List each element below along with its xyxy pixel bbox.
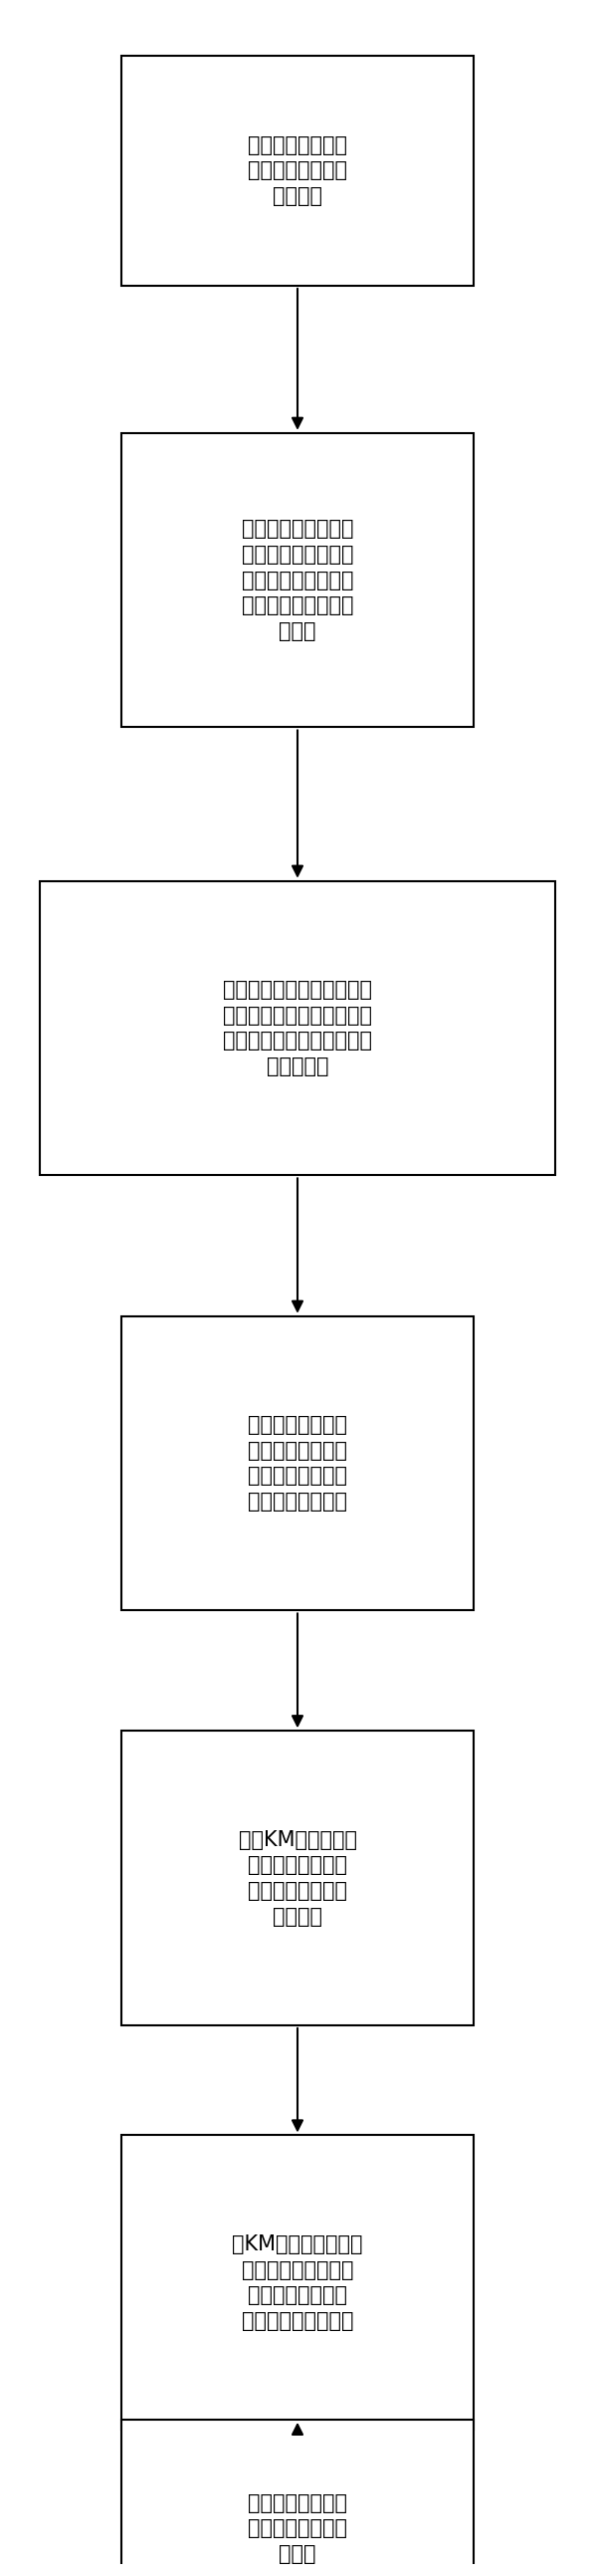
Text: 感知用户选择当前
感知用户感知的消
耗指数最小的感知
信道进行信息传输: 感知用户选择当前 感知用户感知的消 耗指数最小的感知 信道进行信息传输 bbox=[248, 1414, 347, 1512]
Text: 每个感知用户感知
所有未被主用户占
用的信道: 每个感知用户感知 所有未被主用户占 用的信道 bbox=[248, 134, 347, 206]
Text: 根据感知结果，得到
了每个感知用户使用
每个信道进行信息传
递的传输时延以及能
量消耗: 根据感知结果，得到 了每个感知用户使用 每个信道进行信息传 递的传输时延以及能 … bbox=[242, 520, 353, 641]
FancyBboxPatch shape bbox=[121, 54, 474, 286]
FancyBboxPatch shape bbox=[121, 2419, 474, 2576]
FancyBboxPatch shape bbox=[39, 881, 556, 1175]
Text: 每个感知用户根据感知每个
信道的传输时延以及能量消
耗，计算出使用该信道传输
的消耗指数: 每个感知用户根据感知每个 信道的传输时延以及能量消 耗，计算出使用该信道传输 的… bbox=[223, 979, 372, 1077]
Text: 感知用户使用与其
交互的信道进行数
据传输: 感知用户使用与其 交互的信道进行数 据传输 bbox=[248, 2494, 347, 2563]
Text: 使用KM最优二分匹
配算法计算所有最
优的感知用户与信
道的配对: 使用KM最优二分匹 配算法计算所有最 优的感知用户与信 道的配对 bbox=[239, 1829, 356, 1927]
FancyBboxPatch shape bbox=[121, 433, 474, 726]
FancyBboxPatch shape bbox=[121, 1316, 474, 1610]
FancyBboxPatch shape bbox=[121, 2136, 474, 2429]
Text: 将KM算法最优二分匹
配算法得到的关于感
知用户与信道的匹
配，将两者进行交互: 将KM算法最优二分匹 配算法得到的关于感 知用户与信道的匹 配，将两者进行交互 bbox=[232, 2233, 363, 2331]
FancyBboxPatch shape bbox=[121, 1731, 474, 2025]
